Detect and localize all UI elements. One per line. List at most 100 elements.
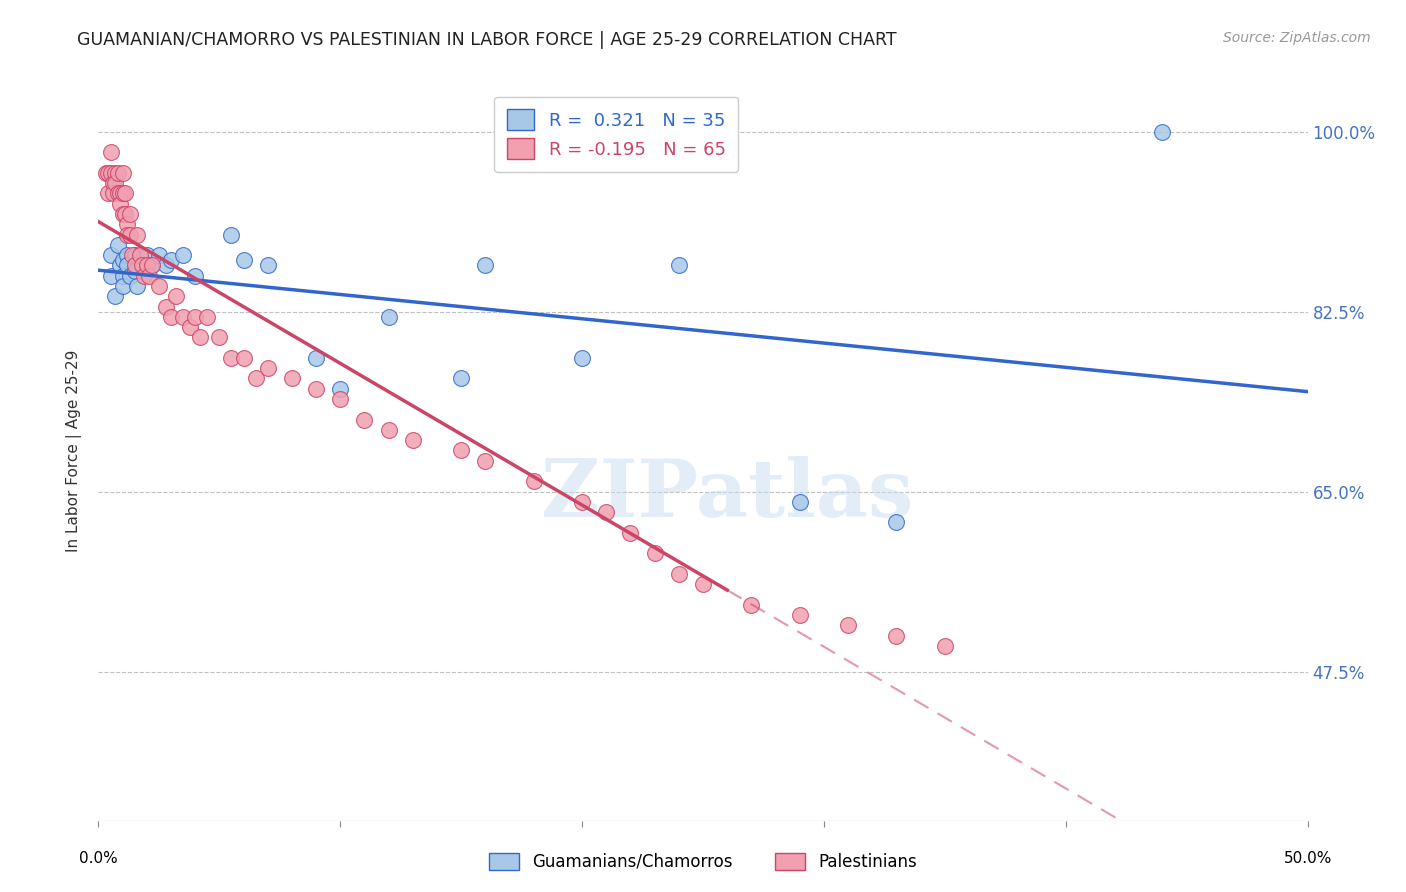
Point — [184, 268, 207, 283]
Point — [179, 320, 201, 334]
Point — [886, 516, 908, 530]
Legend: Guamanians/Chamorros, Palestinians: Guamanians/Chamorros, Palestinians — [481, 845, 925, 880]
Point — [118, 207, 141, 221]
Point — [232, 351, 254, 365]
Point — [692, 577, 714, 591]
Point — [100, 248, 122, 262]
Point — [138, 268, 160, 283]
Point — [131, 259, 153, 273]
Point — [208, 330, 231, 344]
Point — [121, 248, 143, 262]
Point — [195, 310, 218, 324]
Point — [740, 598, 762, 612]
Point — [118, 227, 141, 242]
Point — [571, 351, 593, 365]
Point — [402, 433, 425, 447]
Point — [111, 166, 134, 180]
Text: 50.0%: 50.0% — [1284, 851, 1331, 866]
Y-axis label: In Labor Force | Age 25-29: In Labor Force | Age 25-29 — [66, 350, 83, 551]
Point — [377, 310, 399, 324]
Point — [107, 186, 129, 201]
Point — [148, 279, 170, 293]
Point — [148, 248, 170, 262]
Point — [934, 639, 956, 653]
Point — [474, 259, 496, 273]
Point — [117, 259, 139, 273]
Point — [111, 253, 134, 268]
Point — [523, 475, 546, 489]
Point — [668, 566, 690, 581]
Point — [111, 279, 134, 293]
Point — [114, 207, 136, 221]
Point — [619, 525, 641, 540]
Point — [108, 196, 131, 211]
Point — [1152, 125, 1174, 139]
Point — [117, 248, 139, 262]
Point — [886, 628, 908, 642]
Point — [111, 268, 134, 283]
Point — [127, 279, 149, 293]
Point — [256, 361, 278, 376]
Point — [124, 263, 146, 277]
Point — [221, 351, 243, 365]
Point — [160, 253, 183, 268]
Point — [135, 248, 157, 262]
Point — [141, 259, 163, 273]
Point — [101, 186, 124, 201]
Point — [100, 268, 122, 283]
Point — [160, 310, 183, 324]
Point — [377, 423, 399, 437]
Point — [172, 248, 194, 262]
Point — [245, 371, 267, 385]
Point — [668, 259, 690, 273]
Point — [114, 186, 136, 201]
Text: ZIPatlas: ZIPatlas — [541, 456, 914, 534]
Point — [97, 186, 120, 201]
Point — [104, 166, 127, 180]
Point — [135, 259, 157, 273]
Point — [165, 289, 187, 303]
Point — [108, 259, 131, 273]
Point — [141, 259, 163, 273]
Point — [100, 166, 122, 180]
Point — [107, 166, 129, 180]
Point — [329, 392, 352, 406]
Point — [124, 248, 146, 262]
Point — [837, 618, 859, 632]
Point — [281, 371, 304, 385]
Point — [305, 382, 328, 396]
Point — [94, 166, 117, 180]
Point — [101, 176, 124, 190]
Point — [117, 227, 139, 242]
Point — [97, 166, 120, 180]
Point — [221, 227, 243, 242]
Point — [118, 268, 141, 283]
Point — [155, 259, 177, 273]
Point — [124, 259, 146, 273]
Point — [117, 217, 139, 231]
Point — [256, 259, 278, 273]
Point — [128, 248, 150, 262]
Point — [450, 371, 472, 385]
Point — [104, 289, 127, 303]
Point — [329, 382, 352, 396]
Point — [188, 330, 211, 344]
Point — [450, 443, 472, 458]
Point — [789, 607, 811, 622]
Text: 0.0%: 0.0% — [79, 851, 118, 866]
Point — [111, 186, 134, 201]
Point — [474, 454, 496, 468]
Point — [571, 495, 593, 509]
Point — [131, 253, 153, 268]
Point — [107, 237, 129, 252]
Point — [644, 546, 666, 560]
Point — [595, 505, 617, 519]
Point — [305, 351, 328, 365]
Point — [172, 310, 194, 324]
Point — [134, 268, 156, 283]
Point — [353, 412, 375, 426]
Point — [155, 300, 177, 314]
Point — [789, 495, 811, 509]
Point — [100, 145, 122, 160]
Legend: R =  0.321   N = 35, R = -0.195   N = 65: R = 0.321 N = 35, R = -0.195 N = 65 — [495, 96, 738, 172]
